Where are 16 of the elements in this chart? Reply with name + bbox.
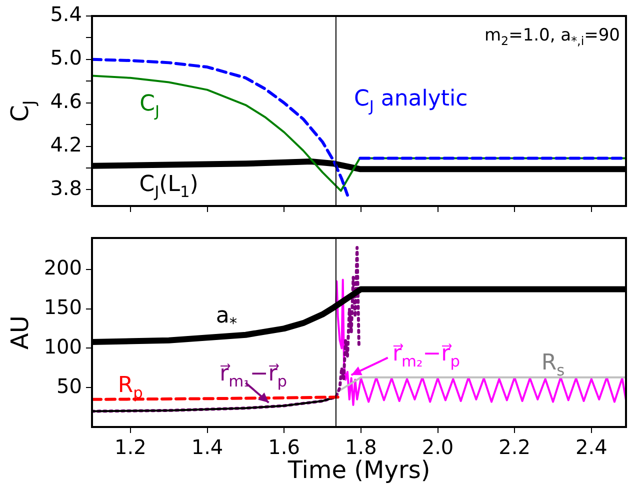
y-tick-label: 150 (44, 295, 82, 320)
y-tick-label: 5.0 (50, 46, 82, 70)
y-tick-label: 3.8 (50, 176, 82, 200)
x-tick-label: 1.4 (191, 435, 224, 460)
x-tick-label: 2.2 (498, 435, 530, 460)
x-tick-label: 1.2 (114, 435, 146, 460)
y-tick-label: 4.6 (50, 89, 82, 114)
y-tick-label: 5.4 (50, 2, 82, 26)
y-tick-label: 50 (56, 374, 82, 398)
y-tick-label: 200 (44, 256, 82, 280)
y-axis-title: AU (6, 316, 34, 350)
series-label: a* (216, 303, 238, 332)
x-tick-label: 2.4 (576, 435, 608, 460)
y-tick-label: 100 (44, 334, 82, 358)
y-tick-label: 4.2 (50, 132, 82, 156)
y-axis-title: CJ (6, 100, 39, 122)
